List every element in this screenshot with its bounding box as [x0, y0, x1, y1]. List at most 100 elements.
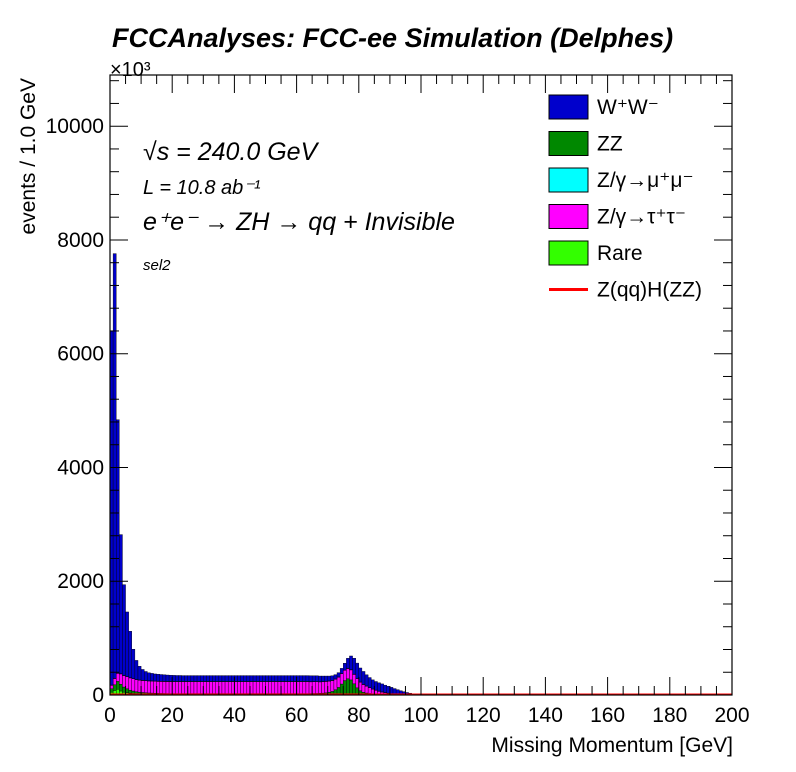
- bar: [212, 681, 216, 694]
- legend-label: ZZ: [597, 133, 623, 156]
- bar: [212, 675, 216, 682]
- bar: [330, 680, 335, 692]
- bar: [277, 675, 282, 682]
- bar: [392, 688, 397, 695]
- bar: [327, 675, 332, 682]
- bar: [287, 675, 291, 682]
- legend-swatch: [548, 131, 589, 156]
- bar: [305, 675, 310, 682]
- bar: [240, 675, 244, 682]
- bar: [175, 675, 179, 682]
- bar: [193, 675, 198, 682]
- y-tick-label: 4000: [57, 456, 104, 479]
- x-tick-label: 0: [104, 704, 116, 727]
- bar: [116, 419, 120, 674]
- bar: [134, 679, 139, 692]
- bar: [255, 675, 260, 682]
- bar: [147, 672, 151, 681]
- bar: [134, 660, 139, 680]
- bar: [159, 681, 164, 694]
- x-tick-label: 20: [161, 704, 184, 727]
- bar: [128, 689, 132, 694]
- bar: [137, 666, 142, 681]
- bar: [268, 681, 272, 694]
- bar: [112, 678, 117, 685]
- bar: [265, 675, 269, 682]
- bar: [165, 681, 170, 694]
- bar: [271, 675, 276, 682]
- bar: [175, 681, 179, 694]
- bar: [383, 684, 387, 693]
- bar: [299, 681, 304, 694]
- bar: [144, 680, 148, 693]
- bar: [346, 668, 350, 679]
- bar: [209, 681, 213, 694]
- y-axis: 0 2000 4000 6000 8000 10000: [46, 80, 732, 707]
- bar: [349, 679, 353, 695]
- bar: [224, 675, 229, 682]
- bar: [193, 681, 198, 694]
- bar: [321, 675, 325, 682]
- bar: [377, 682, 381, 692]
- bar: [128, 631, 132, 678]
- bar: [187, 675, 192, 682]
- legend-label: Rare: [597, 242, 643, 265]
- selection-annotation: sel2: [143, 257, 171, 274]
- bar: [343, 670, 347, 681]
- legend-swatch: [548, 204, 589, 229]
- bar: [333, 674, 338, 680]
- bar: [352, 674, 356, 684]
- legend-label: W⁺W⁻: [597, 96, 659, 119]
- bar: [346, 658, 350, 669]
- bar: [249, 675, 254, 682]
- plot-frame: [109, 74, 733, 696]
- x-tick-label: 80: [347, 704, 370, 727]
- bar: [324, 675, 328, 682]
- bar: [116, 681, 120, 690]
- bar: [140, 669, 145, 681]
- bar: [343, 663, 347, 671]
- bar: [352, 683, 356, 695]
- x-tick-label: 60: [285, 704, 308, 727]
- x-tick-label: 180: [652, 704, 687, 727]
- bar: [336, 672, 341, 678]
- bar: [178, 681, 182, 694]
- legend-label: Z/γ→μ⁺μ⁻: [597, 169, 694, 192]
- bar: [287, 681, 291, 694]
- bar: [339, 673, 344, 685]
- bar: [122, 675, 126, 688]
- bar: [159, 674, 164, 682]
- bar: [336, 687, 341, 695]
- bar: [364, 685, 369, 694]
- x-tick-label: 200: [714, 704, 749, 727]
- bar: [209, 675, 213, 682]
- legend-item: Z/γ→τ⁺τ⁻: [548, 204, 686, 229]
- bar: [259, 675, 263, 682]
- bar: [227, 675, 232, 682]
- bar: [181, 681, 185, 694]
- x-tick-label: 120: [466, 704, 501, 727]
- bar: [162, 674, 167, 682]
- sqrt-s-annotation: √s = 240.0 GeV: [143, 138, 320, 166]
- bar: [315, 675, 319, 682]
- bar: [131, 649, 136, 679]
- bar: [283, 681, 288, 694]
- bar: [215, 675, 220, 682]
- bar: [196, 681, 201, 694]
- bar: [112, 253, 117, 679]
- bar: [346, 678, 350, 695]
- bar: [119, 534, 123, 674]
- bar: [318, 675, 322, 682]
- bar: [119, 673, 123, 685]
- bar: [131, 690, 136, 694]
- bar: [367, 677, 372, 688]
- bar: [150, 680, 154, 694]
- bar: [274, 681, 279, 694]
- x-tick-label: 40: [223, 704, 246, 727]
- bar: [290, 675, 294, 682]
- bar: [227, 681, 232, 694]
- bar: [119, 683, 123, 692]
- bar: [361, 671, 366, 685]
- bar: [116, 673, 120, 682]
- legend-swatch: [548, 167, 589, 193]
